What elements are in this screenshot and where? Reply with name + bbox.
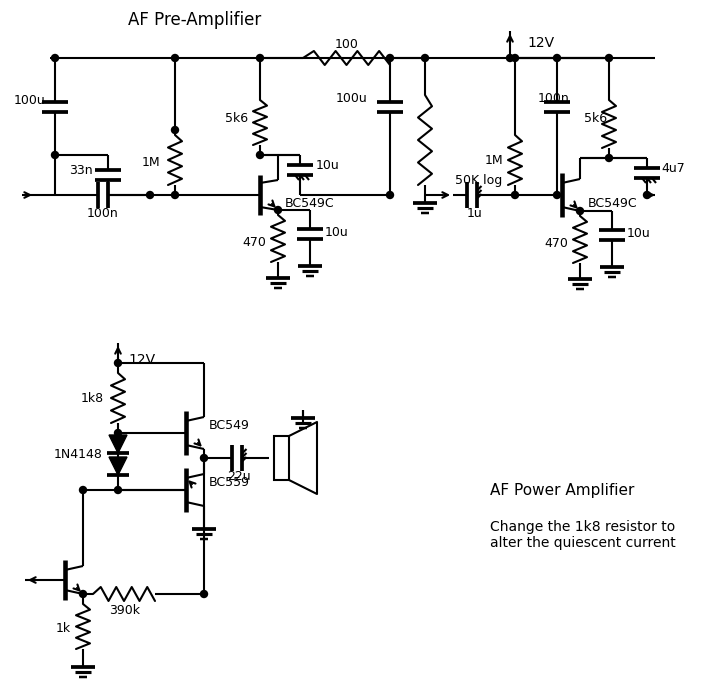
Text: 22u: 22u [227, 470, 251, 482]
Circle shape [52, 55, 59, 62]
Polygon shape [109, 435, 127, 453]
Text: 10u: 10u [627, 226, 651, 239]
Circle shape [256, 151, 263, 158]
Circle shape [554, 55, 561, 62]
Polygon shape [109, 457, 127, 475]
Circle shape [171, 55, 178, 62]
Bar [274, 436, 289, 480]
Text: 1k8: 1k8 [81, 391, 104, 405]
Circle shape [147, 192, 154, 198]
Text: 100n: 100n [538, 92, 570, 105]
Circle shape [275, 207, 282, 214]
Text: BC549C: BC549C [285, 196, 335, 210]
Text: 1k: 1k [56, 623, 71, 636]
Text: 5k6: 5k6 [584, 112, 607, 124]
Text: 4u7: 4u7 [661, 162, 685, 174]
Text: 12V: 12V [527, 36, 554, 50]
Text: 390k: 390k [110, 604, 140, 616]
Circle shape [52, 151, 59, 158]
Circle shape [200, 455, 207, 462]
Text: AF Power Amplifier: AF Power Amplifier [490, 482, 634, 498]
Text: 1N4148: 1N4148 [54, 448, 103, 462]
Circle shape [256, 55, 263, 62]
Text: 100: 100 [335, 37, 359, 51]
Text: 50K log: 50K log [455, 174, 502, 187]
Circle shape [387, 192, 394, 198]
Text: 33n: 33n [69, 164, 93, 176]
Text: 1u: 1u [467, 207, 483, 219]
Circle shape [79, 591, 86, 598]
Text: 1M: 1M [142, 155, 160, 169]
Circle shape [506, 55, 513, 62]
Text: 100u: 100u [14, 94, 46, 106]
Text: 10u: 10u [325, 226, 349, 239]
Text: BC549: BC549 [209, 418, 250, 432]
Text: 100u: 100u [336, 92, 367, 105]
Circle shape [200, 591, 207, 598]
Circle shape [171, 126, 178, 133]
Circle shape [387, 55, 394, 62]
Text: 1M: 1M [484, 153, 503, 167]
Text: AF Pre-Amplifier: AF Pre-Amplifier [128, 11, 262, 29]
Circle shape [115, 359, 122, 366]
Text: 470: 470 [544, 237, 568, 250]
Circle shape [511, 192, 518, 198]
Circle shape [115, 430, 122, 437]
Circle shape [554, 192, 561, 198]
Circle shape [576, 208, 583, 214]
Circle shape [171, 192, 178, 198]
Circle shape [421, 55, 428, 62]
Text: 12V: 12V [128, 353, 155, 367]
Circle shape [605, 155, 612, 162]
Text: BC549C: BC549C [588, 196, 638, 210]
Text: 100n: 100n [87, 207, 119, 219]
Text: 10u: 10u [316, 158, 340, 171]
Text: 5k6: 5k6 [225, 112, 248, 124]
Circle shape [79, 486, 86, 493]
Text: BC559: BC559 [209, 475, 250, 489]
Circle shape [511, 55, 518, 62]
Text: Change the 1k8 resistor to
alter the quiescent current: Change the 1k8 resistor to alter the qui… [490, 520, 675, 550]
Text: 470: 470 [242, 235, 266, 248]
Circle shape [115, 486, 122, 493]
Circle shape [605, 55, 612, 62]
Circle shape [644, 192, 651, 198]
